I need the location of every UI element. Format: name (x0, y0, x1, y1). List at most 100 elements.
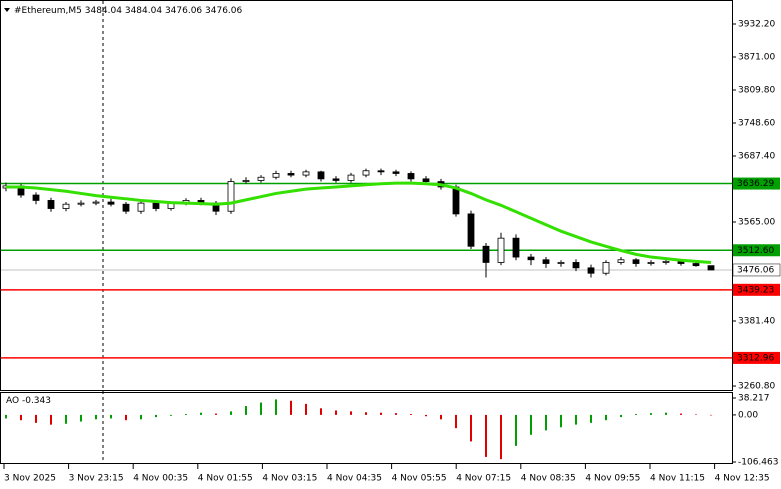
candle-body (617, 259, 625, 263)
x-tick-label: 4 Nov 07:15 (456, 474, 511, 484)
x-tick-label: 4 Nov 12:35 (715, 474, 770, 484)
high: 3484.04 (125, 6, 162, 16)
y-tick-label: 3260.80 (738, 382, 775, 392)
candle-body (482, 245, 490, 263)
y-tick-label: -106.463 (738, 458, 778, 468)
main-pane (0, 0, 733, 391)
candle-body (602, 262, 610, 274)
low: 3476.06 (165, 6, 202, 16)
ao-bar (260, 402, 262, 415)
candle-body (92, 201, 100, 204)
candle-body (407, 173, 415, 180)
candle-body (467, 213, 475, 247)
ao-bar (350, 411, 352, 415)
ao-bar (320, 408, 322, 415)
ao-bar (530, 414, 532, 435)
level-tag (733, 283, 780, 296)
candle-body (347, 174, 355, 181)
candle-body (632, 259, 640, 264)
candle-body (122, 203, 130, 212)
candle-body (422, 178, 430, 182)
candle-body (77, 202, 85, 205)
ao-bar (500, 414, 502, 460)
y-tick-label: 3687.40 (738, 152, 775, 162)
x-tick-label: 4 Nov 05:55 (392, 474, 447, 484)
candle-body (527, 256, 535, 261)
y-tick-label: 3809.80 (738, 85, 775, 95)
candle-body (227, 181, 235, 212)
candle-body (137, 202, 145, 212)
ao-bar (485, 414, 487, 457)
ao-bar (470, 414, 472, 442)
ao-bar (710, 414, 712, 416)
candle-body (32, 194, 40, 201)
level-label: 3636.29 (737, 179, 774, 189)
candle-body (272, 173, 280, 178)
candle-body (332, 178, 340, 181)
ao-bar (380, 412, 382, 415)
candle-body (377, 170, 385, 173)
ao-bar (650, 413, 652, 415)
ao-bar (545, 414, 547, 431)
y-tick-label: 3871.00 (738, 52, 775, 62)
ao-bar (575, 414, 577, 425)
ao-bar (590, 414, 592, 423)
ao-bar (65, 414, 67, 424)
ao-bar (695, 414, 697, 415)
candle-body (572, 262, 580, 269)
ao-bar (425, 414, 427, 417)
ao-bar (170, 414, 172, 416)
x-tick-label: 4 Nov 11:15 (650, 474, 705, 484)
current-price-tag (732, 263, 781, 277)
x-tick-label: 4 Nov 08:35 (521, 474, 576, 484)
ao-bar (560, 414, 562, 428)
ao-header: AO -0.343 (6, 396, 51, 406)
ao-bar (665, 412, 667, 415)
moving-average (6, 181, 712, 264)
candle-body (392, 171, 400, 174)
level-tag (733, 351, 780, 364)
ao-bar (410, 414, 412, 415)
candle-body (452, 186, 460, 215)
ao-bar (215, 413, 217, 415)
candle-body (362, 170, 370, 176)
symbol: #Ethereum,M5 (14, 6, 82, 16)
current-price-label: 3476.06 (737, 265, 774, 275)
ao-bar (185, 414, 187, 415)
x-tick-label: 4 Nov 03:15 (262, 474, 317, 484)
ao-bar (95, 414, 97, 420)
candle-body (542, 259, 550, 264)
ao-pane (0, 392, 733, 464)
candle-body (557, 262, 565, 264)
x-tick-label: 4 Nov 04:35 (327, 474, 382, 484)
ao-bar (20, 414, 22, 421)
candle-body (107, 201, 115, 205)
ao-bar (605, 414, 607, 421)
ao-bar (80, 414, 82, 422)
ao-bar (395, 413, 397, 415)
y-tick-label: 3748.60 (738, 118, 775, 128)
candle-body (317, 171, 325, 180)
open: 3484.04 (85, 6, 122, 16)
candle-body (302, 171, 310, 176)
candle-body (692, 263, 700, 267)
candle-body (662, 260, 670, 263)
ao-bar (515, 414, 517, 446)
ao-bar (620, 414, 622, 418)
ao-bar (635, 414, 637, 415)
x-tick-label: 4 Nov 01:55 (198, 474, 253, 484)
ao-bar (365, 412, 367, 415)
ao-bar (290, 400, 292, 415)
ao-bar (305, 403, 307, 415)
candle-body (242, 180, 250, 182)
ao-bar (245, 406, 247, 415)
ao-bar (335, 410, 337, 415)
candle-body (647, 262, 655, 264)
x-tick-label: 3 Nov 2025 (4, 474, 56, 484)
level-label: 3439.23 (737, 285, 774, 295)
candle-body (287, 173, 295, 176)
y-tick-label: 3565.00 (738, 218, 775, 228)
ao-bar (140, 414, 142, 420)
